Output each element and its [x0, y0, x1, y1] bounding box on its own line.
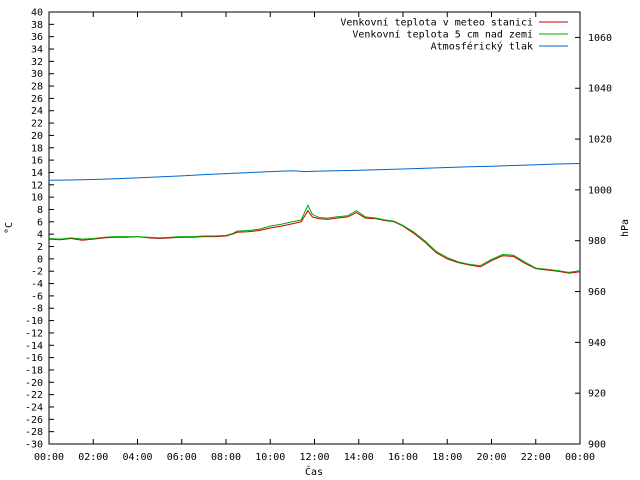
y-tick-label: 16 [31, 156, 43, 167]
y-tick-label: -30 [25, 440, 43, 451]
plot-frame [48, 11, 581, 445]
x-axis: 00:00 02:00 04:00 06:00 08:00 10:00 12:00 14:00… [34, 12, 595, 463]
y-tick-label: 10 [31, 193, 43, 204]
y-tick-label: 38 [31, 20, 43, 31]
legend-label: Venkovní teplota v meteo stanici [340, 17, 533, 29]
x-tick-label: 18:00 [432, 452, 462, 463]
y-tick-label: 26 [31, 94, 43, 105]
x-tick-label: 06:00 [167, 452, 197, 463]
y-axis-title: °C [4, 222, 15, 234]
y2-tick-label: 980 [588, 236, 606, 247]
y-tick-label: 32 [31, 57, 43, 68]
y2-tick-label: 960 [588, 287, 606, 298]
y-tick-label: -14 [25, 341, 43, 352]
y-tick-label: -22 [25, 390, 43, 401]
y-tick-label: 0 [37, 254, 43, 265]
y-tick-label: -4 [31, 279, 43, 290]
y-tick-label: 20 [31, 131, 43, 142]
x-tick-label: 04:00 [122, 452, 152, 463]
y-tick-label: -10 [25, 316, 43, 327]
y-tick-label: 40 [31, 8, 43, 19]
y2-tick-label: 1060 [588, 33, 612, 44]
y-tick-label: 8 [37, 205, 43, 216]
y-tick-label: -6 [31, 291, 43, 302]
y-tick-label: -12 [25, 328, 43, 339]
x-tick-label: 00:00 [565, 452, 595, 463]
y-tick-label: 24 [31, 106, 43, 117]
x-axis-title: Čas [305, 465, 323, 478]
x-tick-label: 22:00 [521, 452, 551, 463]
y-tick-label: -16 [25, 353, 43, 364]
y-tick-label: 12 [31, 180, 43, 191]
y-tick-label: -2 [31, 267, 43, 278]
x-tick-label: 14:00 [344, 452, 374, 463]
series-line-3 [48, 163, 581, 181]
x-tick-label: 00:00 [34, 452, 64, 463]
x-tick-label: 10:00 [255, 452, 285, 463]
y2-axis-title: hPa [620, 219, 631, 237]
y-tick-label: 22 [31, 119, 43, 130]
x-tick-label: 12:00 [299, 452, 329, 463]
y2-tick-label: 900 [588, 440, 606, 451]
y-tick-label: -24 [25, 402, 43, 413]
y-tick-label: 14 [31, 168, 43, 179]
y-tick-label: 28 [31, 82, 43, 93]
y-tick-label: 6 [37, 217, 43, 228]
series-layer [48, 163, 581, 274]
y2-tick-label: 920 [588, 389, 606, 400]
y-axis-right: 1060 1040 1020 1000 980 960 940 920 900 [575, 33, 612, 451]
legend-label: Venkovní teplota 5 cm nad zemí [352, 29, 533, 41]
y-tick-label: 30 [31, 69, 43, 80]
series-line-2 [48, 204, 581, 273]
y-tick-label: -8 [31, 304, 43, 315]
x-tick-label: 08:00 [211, 452, 241, 463]
y-tick-label: -20 [25, 378, 43, 389]
y2-tick-label: 1000 [588, 185, 612, 196]
y2-tick-label: 1020 [588, 135, 612, 146]
y-tick-label: -26 [25, 415, 43, 426]
y2-tick-label: 940 [588, 338, 606, 349]
x-tick-label: 20:00 [476, 452, 506, 463]
y2-tick-label: 1040 [588, 84, 612, 95]
y-tick-label: -28 [25, 427, 43, 438]
x-tick-label: 02:00 [78, 452, 108, 463]
y-tick-label: 34 [31, 45, 43, 56]
legend-label: Atmosférický tlak [431, 41, 533, 53]
y-tick-label: 2 [37, 242, 43, 253]
series-line-1 [48, 209, 581, 274]
legend: Venkovní teplota v meteo staniciVenkovní… [340, 17, 568, 53]
y-tick-label: 18 [31, 143, 43, 154]
y-tick-label: 4 [37, 230, 43, 241]
y-tick-label: 36 [31, 32, 43, 43]
x-tick-label: 16:00 [388, 452, 418, 463]
y-axis-left: 4038363432302826242220181614121086420-2-… [25, 8, 54, 451]
y-tick-label: -18 [25, 365, 43, 376]
